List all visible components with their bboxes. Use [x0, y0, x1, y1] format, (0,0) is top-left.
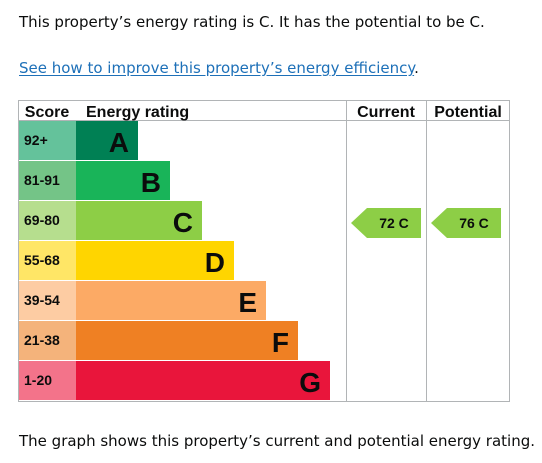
- rating-bar-e: [76, 281, 266, 320]
- score-label-c: 69-80: [24, 212, 60, 228]
- current-rating-marker-label: 72 C: [379, 215, 409, 231]
- rating-letter-b: B: [141, 167, 161, 198]
- energy-rating-chart: 92+ A81-91 B69-80 C55-68 D39-54 E21-38 F1-20 G …: [18, 100, 510, 402]
- chart-bands: 92+ A 81-91 B 69-80 C 55-68 D 39-54 E 21-38 F 1-20 G: [19, 121, 330, 400]
- score-label-g: 1-20: [24, 372, 52, 388]
- chart-headers: Score Energy rating Current Potential: [25, 104, 502, 121]
- score-cell-d: [19, 241, 76, 280]
- chart-markers: 72 C 76 C: [351, 208, 501, 238]
- link-suffix: .: [414, 59, 419, 77]
- improve-efficiency-link-row: See how to improve this property’s energ…: [19, 58, 419, 78]
- current-rating-marker: [351, 208, 421, 238]
- score-label-a: 92+: [24, 132, 48, 148]
- rating-bar-a: [76, 121, 138, 160]
- rating-bar-d: [76, 241, 234, 280]
- rating-letter-g: G: [299, 367, 321, 398]
- rating-bar-c: [76, 201, 202, 240]
- score-cell-f: [19, 321, 76, 360]
- potential-rating-marker: [431, 208, 501, 238]
- score-label-b: 81-91: [24, 172, 60, 188]
- rating-letter-a: A: [109, 127, 129, 158]
- score-cell-e: [19, 281, 76, 320]
- header-energy-rating: Energy rating: [86, 104, 189, 121]
- score-cell-c: [19, 201, 76, 240]
- header-potential: Potential: [434, 104, 502, 121]
- score-cell-b: [19, 161, 76, 200]
- rating-letter-e: E: [238, 287, 257, 318]
- improve-efficiency-link[interactable]: See how to improve this property’s energ…: [19, 59, 415, 77]
- rating-bar-f: [76, 321, 298, 360]
- score-label-d: 55-68: [24, 252, 60, 268]
- score-label-e: 39-54: [24, 292, 60, 308]
- rating-letter-c: C: [173, 207, 193, 238]
- rating-bar-g: [76, 361, 330, 400]
- score-label-f: 21-38: [24, 332, 60, 348]
- score-cell-a: [19, 121, 76, 160]
- rating-letter-d: D: [205, 247, 225, 278]
- rating-letter-f: F: [272, 327, 289, 358]
- rating-bar-b: [76, 161, 170, 200]
- header-score: Score: [25, 104, 70, 121]
- graph-description: The graph shows this property’s current …: [19, 432, 535, 450]
- potential-rating-marker-label: 76 C: [459, 215, 489, 231]
- score-cell-g: [19, 361, 76, 400]
- header-current: Current: [357, 104, 415, 121]
- rating-summary: This property’s energy rating is C. It h…: [19, 13, 485, 31]
